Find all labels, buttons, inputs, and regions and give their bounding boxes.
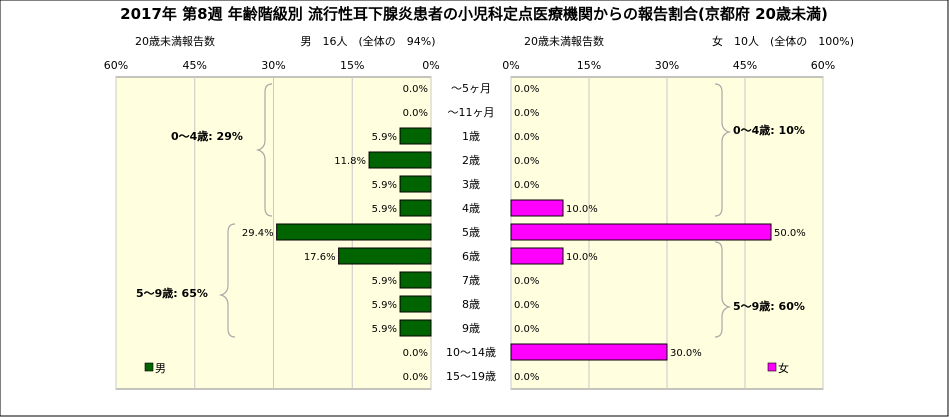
category-label: 8歳 <box>462 298 480 311</box>
male-bar <box>276 223 432 241</box>
female-0-4-brace <box>714 83 732 217</box>
category-label: 3歳 <box>462 178 480 191</box>
male-data-label: 0.0% <box>403 372 428 383</box>
female-data-label: 0.0% <box>514 180 539 191</box>
right-header-summary: 女 10人 (全体の 100%) <box>712 34 854 48</box>
female-data-label: 0.0% <box>514 156 539 167</box>
female-data-label: 0.0% <box>514 300 539 311</box>
category-label: 7歳 <box>462 274 480 287</box>
category-label: 10〜14歳 <box>446 346 496 359</box>
male-bar <box>399 199 432 217</box>
female-5-9-annotation: 5〜9歳: 60% <box>733 299 805 313</box>
female-tick-label: 0% <box>502 59 519 72</box>
category-label: 15〜19歳 <box>446 370 496 383</box>
female-data-label: 10.0% <box>566 204 598 215</box>
female-tick-label: 15% <box>577 59 601 72</box>
left-header-label: 20歳未満報告数 <box>135 35 215 48</box>
left-header-summary: 男 16人 (全体の 94%) <box>300 34 435 48</box>
chart-title: 2017年 第8週 年齢階級別 流行性耳下腺炎患者の小児科定点医療機関からの報告… <box>120 5 828 23</box>
category-label: 1歳 <box>462 130 480 143</box>
male-tick-label: 30% <box>261 59 285 72</box>
category-labels: 〜5ヶ月〜11ヶ月 1歳 2歳 3歳 4歳 5歳 6歳 7歳 8歳 9歳 10〜14歳 15〜19歳 <box>446 82 496 383</box>
male-5-9-brace <box>218 223 236 338</box>
male-data-label: 5.9% <box>372 204 397 215</box>
male-data-label: 5.9% <box>372 180 397 191</box>
female-bar <box>510 247 564 265</box>
category-label: 〜11ヶ月 <box>448 106 495 119</box>
male-data-label: 0.0% <box>403 108 428 119</box>
male-bar <box>338 247 432 265</box>
male-data-label: 0.0% <box>403 84 428 95</box>
male-tick-label: 15% <box>340 59 364 72</box>
female-data-label: 0.0% <box>514 108 539 119</box>
female-data-label: 0.0% <box>514 372 539 383</box>
male-data-label: 29.4% <box>242 228 274 239</box>
category-label: 2歳 <box>462 154 480 167</box>
male-bar <box>399 295 432 313</box>
female-legend-label: 女 <box>778 361 789 375</box>
female-tick-label: 60% <box>811 59 835 72</box>
female-bar <box>510 223 772 241</box>
male-data-label: 11.8% <box>334 156 366 167</box>
female-5-9-brace <box>714 241 732 338</box>
male-bar <box>399 319 432 337</box>
female-tick-label: 30% <box>655 59 679 72</box>
male-tick-label: 60% <box>104 59 128 72</box>
category-label: 9歳 <box>462 322 480 335</box>
male-data-label: 17.6% <box>304 252 336 263</box>
female-data-label: 50.0% <box>774 228 806 239</box>
male-legend-swatch <box>144 362 154 372</box>
male-legend-label: 男 <box>155 362 166 375</box>
data-labels: 0.0% 0.0% 0.0% 0.0% 5.9% 0.0% 11.8% 0.0% 5.9% 0.0… <box>242 84 806 383</box>
female-data-label: 0.0% <box>514 132 539 143</box>
category-label: 6歳 <box>462 250 480 263</box>
male-data-label: 5.9% <box>372 300 397 311</box>
category-label: 4歳 <box>462 202 480 215</box>
right-header-label: 20歳未満報告数 <box>524 35 604 48</box>
axis-ticks: 60% 0% 45% 15% 30% 30% 15% 45% 0% 60% <box>104 59 835 72</box>
female-data-label: 10.0% <box>566 252 598 263</box>
female-data-label: 30.0% <box>670 348 702 359</box>
male-bar <box>368 151 432 169</box>
male-bar <box>399 175 432 193</box>
female-data-label: 0.0% <box>514 324 539 335</box>
female-0-4-annotation: 0〜4歳: 10% <box>733 123 805 137</box>
male-5-9-annotation: 5〜9歳: 65% <box>136 286 208 300</box>
female-data-label: 0.0% <box>514 84 539 95</box>
male-data-label: 5.9% <box>372 132 397 143</box>
female-bar <box>510 343 668 361</box>
male-data-label: 5.9% <box>372 276 397 287</box>
female-tick-label: 45% <box>733 59 757 72</box>
male-tick-label: 0% <box>422 59 439 72</box>
male-0-4-brace <box>255 83 273 217</box>
female-data-label: 0.0% <box>514 276 539 287</box>
female-legend-swatch <box>767 362 777 372</box>
male-tick-label: 45% <box>183 59 207 72</box>
male-0-4-annotation: 0〜4歳: 29% <box>171 129 243 143</box>
male-bar <box>399 271 432 289</box>
category-label: 〜5ヶ月 <box>451 82 491 95</box>
male-bar <box>399 127 432 145</box>
category-label: 5歳 <box>462 226 480 239</box>
female-bar <box>510 199 564 217</box>
male-data-label: 0.0% <box>403 348 428 359</box>
bars <box>276 127 772 361</box>
male-data-label: 5.9% <box>372 324 397 335</box>
